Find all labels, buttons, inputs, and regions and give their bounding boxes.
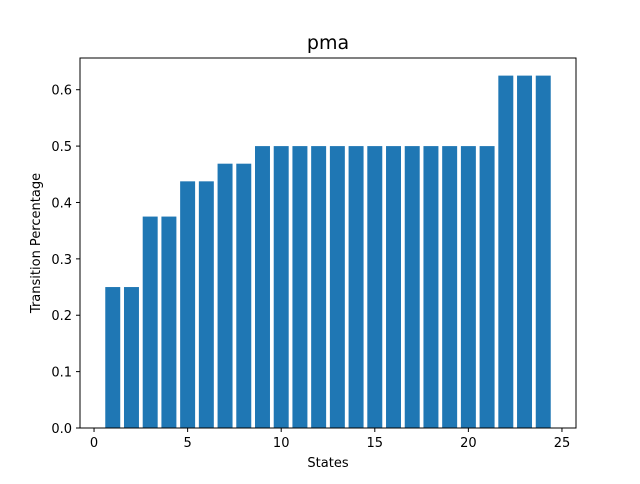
bar: [198, 181, 214, 428]
bar: [517, 75, 533, 428]
x-tick-label: 5: [183, 436, 191, 451]
bar: [105, 287, 121, 428]
bar: [404, 146, 420, 428]
y-tick-label: 0.2: [51, 309, 72, 324]
bar: [142, 216, 158, 428]
bar: [535, 75, 551, 428]
ticks-layer: 0 5 10 15 20 25 0.0 0.1 0.2 0.3 0.4 0.5 0.6: [51, 84, 570, 451]
y-tick-label: 0.4: [51, 196, 72, 211]
y-axis-label: Transition Percentage: [29, 173, 44, 314]
bar: [442, 146, 458, 428]
bar: [180, 181, 196, 428]
bar: [348, 146, 364, 428]
bar: [123, 287, 139, 428]
bar: [460, 146, 476, 428]
y-tick-label: 0.6: [51, 84, 72, 99]
bars-layer: [105, 75, 551, 428]
x-tick-label: 15: [367, 436, 384, 451]
bar: [255, 146, 270, 428]
y-tick-label: 0.1: [51, 366, 72, 381]
bar: [273, 146, 289, 428]
bar: [386, 146, 401, 428]
y-tick-label: 0.0: [51, 422, 72, 437]
bar: [423, 146, 439, 428]
y-tick-label: 0.5: [51, 140, 72, 155]
x-tick-label: 25: [554, 436, 571, 451]
x-axis-label: States: [307, 456, 348, 471]
chart-title: pma: [307, 32, 349, 54]
bar: [292, 146, 308, 428]
bar: [236, 163, 252, 428]
bar: [311, 146, 327, 428]
bar: [161, 216, 177, 428]
x-tick-label: 10: [273, 436, 290, 451]
x-tick-label: 20: [460, 436, 477, 451]
bar: [367, 146, 383, 428]
bar: [329, 146, 345, 428]
bar: [479, 146, 495, 428]
bar: [217, 163, 233, 428]
x-tick-label: 0: [90, 436, 98, 451]
bar: [498, 75, 514, 428]
plot-frame: [79, 57, 577, 429]
y-tick-label: 0.3: [51, 253, 72, 268]
